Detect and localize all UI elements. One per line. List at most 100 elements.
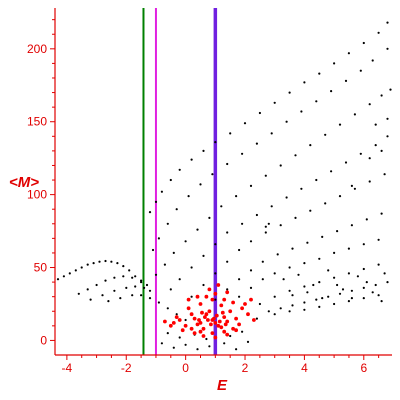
data-point	[213, 291, 218, 296]
x-axis-title: E	[217, 377, 228, 394]
data-point	[264, 174, 267, 177]
data-point	[145, 283, 149, 287]
data-point	[98, 260, 101, 263]
data-point	[189, 312, 194, 317]
data-point	[318, 305, 321, 308]
data-point	[116, 262, 119, 265]
data-point	[207, 309, 212, 314]
data-point	[157, 301, 160, 304]
data-point	[383, 173, 386, 176]
data-point	[166, 222, 169, 225]
data-point	[231, 300, 236, 305]
data-point	[214, 313, 219, 318]
x-tick-label: 4	[301, 361, 308, 375]
data-point	[172, 346, 175, 349]
data-point	[220, 310, 225, 315]
data-point	[171, 321, 176, 325]
y-tick-label: 200	[27, 42, 47, 56]
data-point	[273, 313, 276, 316]
data-point	[282, 278, 285, 281]
data-point	[279, 164, 282, 167]
data-point	[166, 332, 169, 335]
data-point	[122, 265, 125, 268]
data-point	[347, 52, 350, 55]
data-point	[228, 309, 233, 314]
data-point	[211, 173, 214, 176]
data-point	[276, 253, 279, 256]
data-point	[303, 308, 306, 311]
data-point	[318, 281, 321, 284]
data-point	[134, 285, 137, 288]
data-point	[258, 111, 261, 115]
data-point	[300, 187, 303, 190]
data-point	[264, 231, 267, 234]
data-point	[202, 254, 205, 257]
data-point	[210, 297, 215, 302]
data-point	[324, 133, 327, 136]
data-point	[207, 287, 212, 292]
data-point	[229, 334, 232, 338]
data-point	[386, 281, 389, 284]
data-point	[56, 278, 60, 281]
data-point	[154, 273, 158, 276]
data-point	[220, 205, 223, 208]
data-point	[241, 330, 244, 333]
data-point	[222, 297, 227, 302]
data-point	[288, 289, 291, 292]
data-point	[386, 117, 389, 120]
data-point	[315, 178, 318, 182]
data-point	[327, 269, 330, 272]
data-point	[249, 286, 253, 289]
data-point	[235, 195, 238, 198]
data-point	[359, 152, 362, 155]
data-point	[267, 310, 270, 313]
data-point	[344, 79, 348, 82]
data-point	[216, 323, 221, 328]
data-point	[237, 322, 242, 327]
data-point	[386, 21, 389, 24]
data-point	[303, 301, 306, 304]
x-tick-label: -4	[62, 361, 73, 375]
data-point	[235, 348, 238, 351]
data-point	[198, 329, 203, 334]
data-point	[128, 269, 131, 272]
data-point	[240, 306, 245, 311]
data-point	[243, 122, 247, 125]
data-point	[201, 334, 206, 338]
data-point	[219, 325, 224, 330]
data-point	[336, 230, 339, 233]
data-point	[80, 266, 83, 269]
data-point	[249, 297, 253, 302]
data-point	[131, 276, 134, 279]
data-point	[258, 302, 261, 306]
data-point	[350, 297, 353, 300]
data-point	[104, 279, 107, 282]
data-point	[321, 297, 324, 300]
data-point	[209, 322, 213, 327]
data-point	[291, 294, 294, 297]
data-point	[362, 41, 365, 45]
data-point	[324, 202, 327, 205]
data-point	[172, 251, 175, 254]
data-point	[201, 326, 206, 331]
data-points	[56, 21, 392, 351]
data-point	[303, 81, 306, 84]
data-point	[183, 323, 188, 328]
data-point	[267, 222, 270, 225]
data-point	[350, 184, 353, 187]
data-point	[338, 195, 342, 198]
data-point	[169, 178, 172, 182]
data-point	[222, 329, 227, 334]
data-point	[362, 243, 365, 246]
data-point	[374, 144, 377, 147]
data-point	[202, 149, 205, 152]
data-point	[203, 315, 207, 319]
data-point	[300, 110, 303, 113]
data-point	[362, 286, 365, 289]
data-point	[125, 286, 128, 289]
data-point	[312, 283, 315, 287]
data-point	[261, 278, 264, 281]
data-point	[163, 319, 167, 324]
data-point	[255, 142, 258, 145]
data-point	[303, 285, 306, 288]
